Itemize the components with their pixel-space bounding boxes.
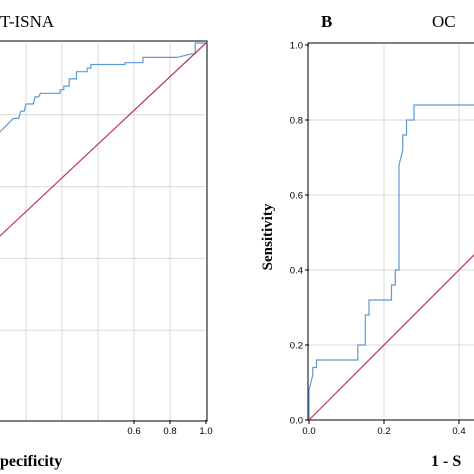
right-y-tick-label: 0.4 <box>290 266 303 277</box>
left-plot-area <box>0 42 207 237</box>
left-roc-curve <box>0 42 206 133</box>
right-x-tick-label: 0.0 <box>302 426 315 437</box>
right-y-tick-label: 0.2 <box>290 341 303 352</box>
left-plot-frame <box>0 40 208 422</box>
right-panel-title: OC <box>432 12 456 31</box>
right-axis-ticks: 0.0 0.2 0.4 0.0 0.2 0.4 0.6 0.8 1.0 <box>290 41 466 438</box>
right-y-tick-label: 0.0 <box>290 416 303 427</box>
left-reference-line <box>0 42 207 237</box>
right-y-tick-label: 0.6 <box>290 191 303 202</box>
right-roc-curve <box>308 104 474 420</box>
left-panel: T-ISNA 0.6 0.8 1.0 pecificity <box>0 12 213 470</box>
left-x-tick-label: 1.0 <box>199 426 212 437</box>
right-reference-line <box>308 254 474 421</box>
right-panel: B OC 0.0 0.2 0.4 0.0 0.2 0.4 0.6 0.8 1.0 Sensiti… <box>260 12 474 470</box>
right-y-axis-label: Sensitivity <box>260 203 276 270</box>
left-x-axis-label: pecificity <box>0 453 62 470</box>
right-plot-frame <box>307 42 474 421</box>
right-plot-area <box>308 104 474 421</box>
right-x-axis-label: 1 - S <box>431 453 461 470</box>
right-x-tick-label: 0.2 <box>377 426 390 437</box>
left-gridlines <box>0 43 206 420</box>
left-x-ticks: 0.6 0.8 1.0 <box>127 420 213 437</box>
left-panel-title: T-ISNA <box>0 12 55 31</box>
right-y-tick-label: 0.8 <box>290 116 303 127</box>
left-x-tick-label: 0.6 <box>127 426 140 437</box>
panel-letter-b: B <box>321 12 332 31</box>
right-y-tick-label: 1.0 <box>290 41 303 52</box>
left-x-tick-label: 0.8 <box>163 426 176 437</box>
right-gridlines <box>309 45 474 420</box>
right-x-tick-label: 0.4 <box>452 426 465 437</box>
